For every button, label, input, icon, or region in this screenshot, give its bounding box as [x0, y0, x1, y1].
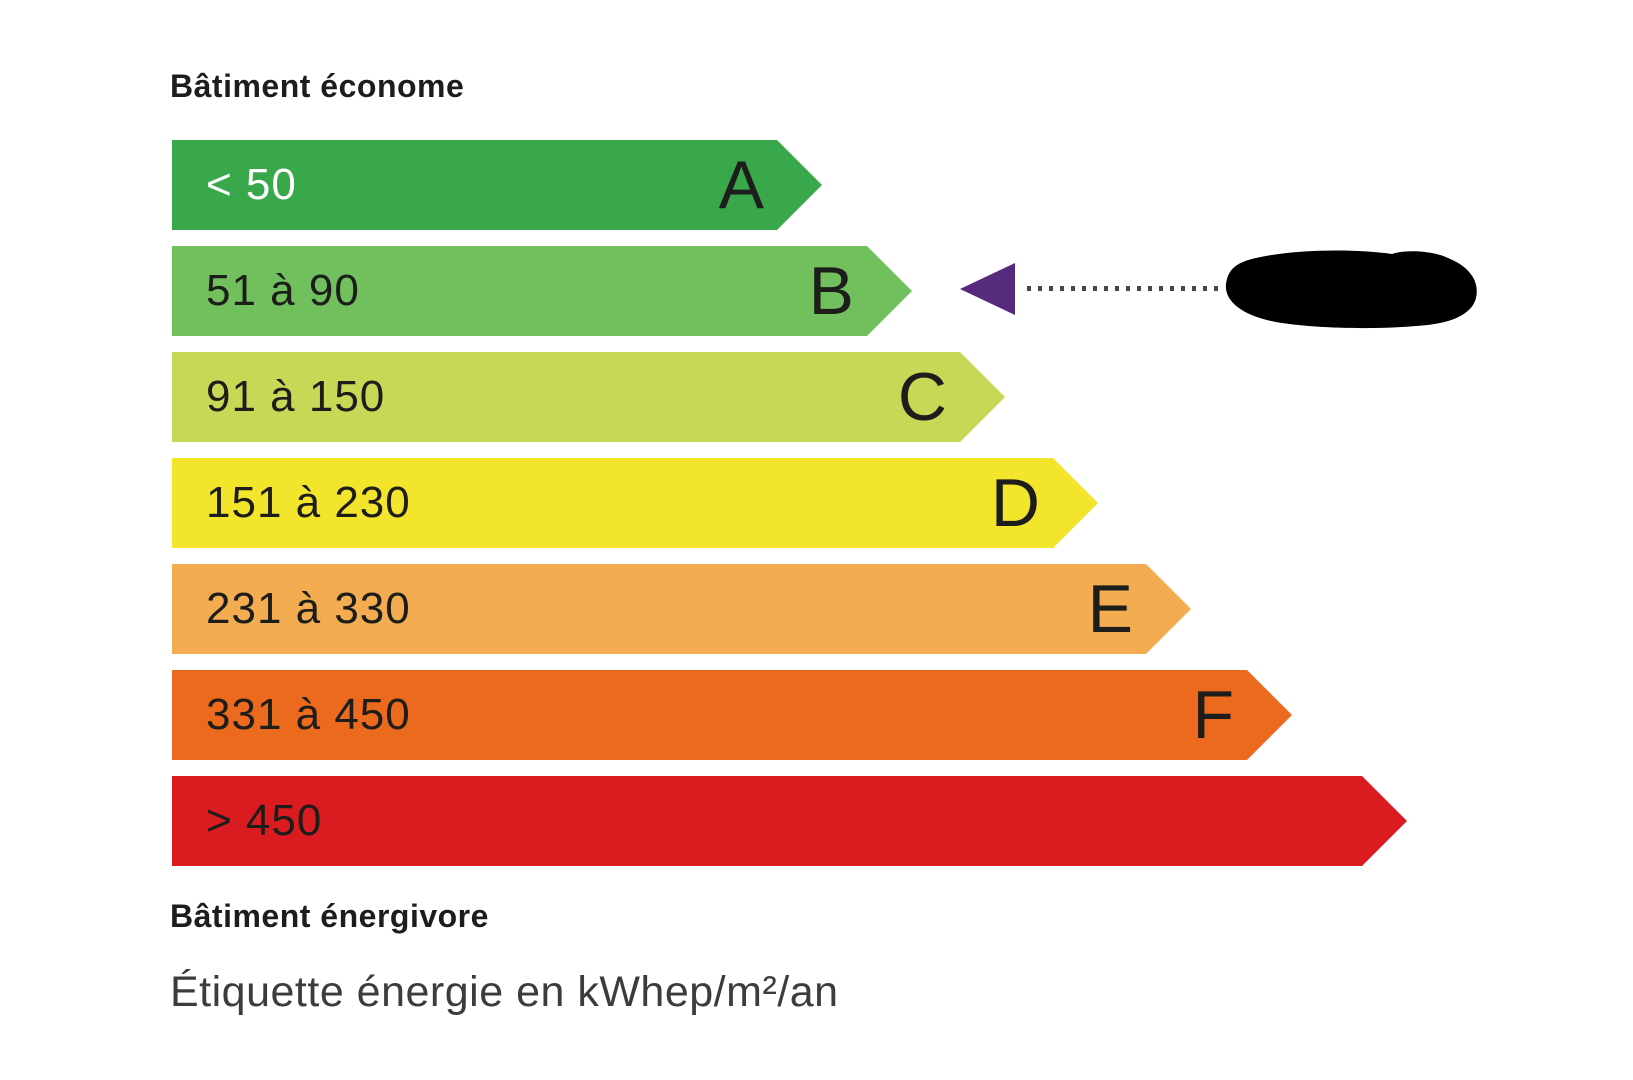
- energy-class-bar: 231 à 330 E: [172, 564, 1191, 654]
- energy-class-scale: < 50 A 51 à 90 B 91 à 150 C 151 à 230 D …: [172, 140, 1407, 882]
- energy-class-bar: 151 à 230 D: [172, 458, 1098, 548]
- energy-class-letter: C: [897, 359, 947, 435]
- redacted-value-blob: [1225, 250, 1477, 329]
- economical-building-label: Bâtiment économe: [170, 68, 465, 104]
- energy-class-letter: F: [1192, 677, 1234, 753]
- energy-class-letter: D: [990, 465, 1040, 541]
- energy-label-caption: Étiquette énergie en kWhep/m²/an: [170, 968, 839, 1016]
- energy-range-label: 331 à 450: [206, 690, 411, 739]
- energy-range-label: 51 à 90: [206, 266, 360, 315]
- energy-class-bar: 91 à 150 C: [172, 352, 1005, 442]
- energy-class-bar: < 50 A: [172, 140, 822, 230]
- energy-class-letter: B: [808, 253, 854, 329]
- energy-range-label: 91 à 150: [206, 372, 386, 421]
- energy-range-label: 231 à 330: [206, 584, 411, 633]
- energy-class-letter: A: [718, 147, 764, 223]
- energy-range-label: < 50: [206, 160, 297, 209]
- energy-class-bar: 331 à 450 F: [172, 670, 1292, 760]
- energy-range-label: > 450: [206, 796, 323, 845]
- marker-dotted-line: [1027, 286, 1219, 291]
- energy-class-letter: E: [1087, 571, 1133, 647]
- energy-class-bar: > 450: [172, 776, 1407, 866]
- energy-class-bar: 51 à 90 B: [172, 246, 912, 336]
- energy-range-label: 151 à 230: [206, 478, 411, 527]
- marker-arrow-icon: [960, 263, 1015, 315]
- energy-intensive-building-label: Bâtiment énergivore: [170, 898, 489, 934]
